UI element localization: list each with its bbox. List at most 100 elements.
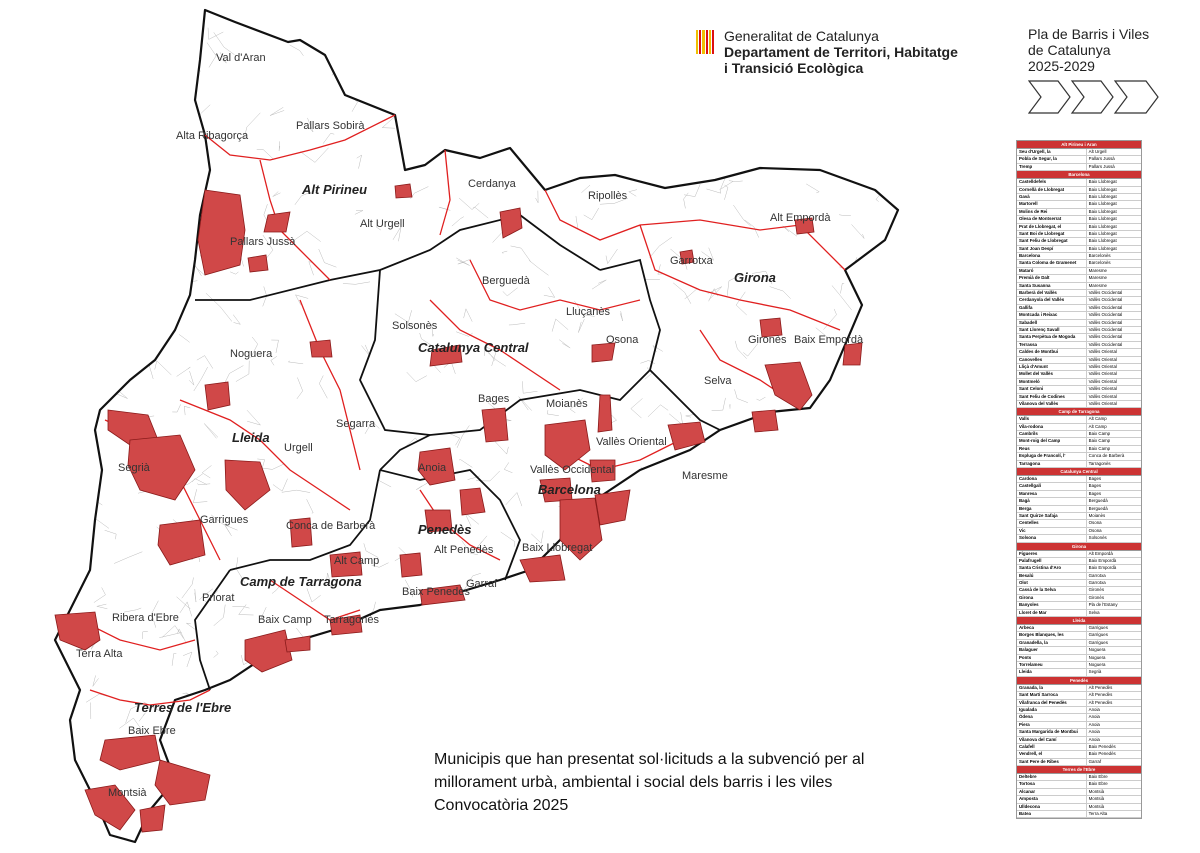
legend-comarca: Baix Empordà	[1085, 557, 1141, 565]
legend-comarca: Garrotxa	[1085, 580, 1141, 587]
legend-comarca: Vallès Occidental	[1085, 319, 1141, 326]
legend-municipality: Palafrugell	[1019, 557, 1042, 563]
legend-comarca: Vallès Oriental	[1085, 356, 1141, 363]
label-pallars-sobira: Pallars Sobirà	[296, 120, 365, 132]
legend-comarca: Solsonès	[1085, 535, 1141, 542]
legend-row: Sant Feliu de Llobregat Baix Llobregat	[1017, 238, 1141, 246]
legend-municipality: Montcada i Reixac	[1019, 312, 1058, 318]
label-baix-penedes: Baix Penedès	[402, 586, 470, 598]
legend-municipality: Sant Celoni	[1019, 386, 1044, 392]
legend-comarca: Baix Llobregat	[1085, 201, 1141, 208]
legend-municipality: Premià de Dalt	[1019, 275, 1050, 281]
vegueria-barcelona: Barcelona	[538, 482, 601, 497]
legend-row: Borges Blanques, les Garrigues	[1017, 632, 1141, 640]
legend-municipality: Calafell	[1019, 743, 1035, 749]
legend-row: Premià de Dalt Maresme	[1017, 275, 1141, 283]
legend-municipality: Sant Martí Sarroca	[1019, 692, 1058, 698]
label-alt-penedes: Alt Penedès	[434, 544, 494, 556]
legend-row: Palafrugell Baix Empordà	[1017, 557, 1141, 566]
label-maresme: Maresme	[682, 470, 728, 482]
catalonia-map	[53, 8, 900, 844]
legend-comarca: Osona	[1085, 527, 1141, 535]
legend-row: Santa Coloma de Gramenet Barcelonès	[1017, 260, 1141, 268]
label-conca-de-barbera: Conca de Barberà	[286, 520, 376, 532]
legend-municipality: Vilafranca del Penedès	[1019, 699, 1067, 705]
label-segria: Segrià	[118, 462, 150, 474]
legend-comarca: Gironès	[1085, 594, 1141, 602]
legend-row: Montmeló Vallès Oriental	[1017, 378, 1141, 387]
legend-row: Batea Terra Alta	[1017, 811, 1141, 819]
legend-row: Arbeca Garrigues	[1017, 625, 1141, 633]
legend-row: Solsona Solsonès	[1017, 535, 1141, 543]
legend-row: Seu d'Urgell, la Alt Urgell	[1017, 149, 1141, 157]
legend-row: Mont-roig del Camp Baix Camp	[1017, 438, 1141, 446]
legend-row: Cardona Bages	[1017, 476, 1141, 484]
legend-row: Besalú Garrotxa	[1017, 572, 1141, 581]
legend-municipality: Ponts	[1019, 654, 1032, 660]
legend-row: Calafell Baix Penedès	[1017, 743, 1141, 752]
legend-comarca: Pla de l'Estany	[1085, 602, 1141, 609]
legend-municipality: Lloret de Mar	[1019, 609, 1047, 615]
legend-comarca: Vallès Occidental	[1085, 326, 1141, 334]
legend-municipality: Cardona	[1019, 476, 1037, 482]
legend-row: Mollet del Vallès Vallès Oriental	[1017, 371, 1141, 379]
legend-comarca: Baix Camp	[1085, 431, 1141, 438]
legend-municipality: Berga	[1019, 505, 1032, 511]
legend-municipality: Sant Llorenç Savall	[1019, 326, 1060, 332]
legend-row: Sant Llorenç Savall Vallès Occidental	[1017, 326, 1141, 335]
legend-comarca: Baix Llobregat	[1085, 216, 1141, 223]
label-baix-llobregat: Baix Llobregat	[522, 542, 593, 554]
legend-comarca: Garrigues	[1085, 632, 1141, 639]
legend-comarca: Vallès Oriental	[1085, 349, 1141, 356]
legend-municipality: Sant Joan Despí	[1019, 245, 1054, 251]
legend-municipality: Santa Margarida de Montbui	[1019, 729, 1078, 735]
legend-row: Barcelona Barcelonès	[1017, 253, 1141, 261]
caption-line3: Convocatòria 2025	[434, 797, 569, 814]
legend-municipality: Bagà	[1019, 498, 1030, 504]
label-urgell: Urgell	[284, 442, 313, 454]
legend-municipality: Olesa de Montserrat	[1019, 216, 1062, 222]
legend-row: Manresa Bages	[1017, 490, 1141, 499]
legend-comarca: Vallès Occidental	[1085, 290, 1141, 297]
legend-comarca: Alt Camp	[1085, 416, 1141, 423]
legend-row: Sant Joan Despí Baix Llobregat	[1017, 245, 1141, 254]
label-solsones: Solsonès	[392, 320, 438, 332]
legend-comarca: Baix Penedès	[1085, 743, 1141, 751]
legend-municipality: Tarragona	[1019, 460, 1041, 466]
label-baix-camp: Baix Camp	[258, 614, 312, 626]
header-line1: Generalitat de Catalunya	[724, 28, 879, 44]
legend-comarca: Bages	[1085, 483, 1141, 490]
label-priorat: Priorat	[202, 592, 235, 604]
legend-municipality: Mont-roig del Camp	[1019, 438, 1061, 444]
legend-comarca: Baix Camp	[1085, 438, 1141, 445]
vegueria-borders	[194, 214, 721, 691]
legend-comarca: Alt Penedès	[1085, 692, 1141, 699]
legend-comarca: Baix Llobregat	[1085, 245, 1141, 253]
legend-row: Lliçà d'Amunt Vallès Oriental	[1017, 363, 1141, 372]
legend-municipality: Borges Blanques, les	[1019, 632, 1064, 638]
legend-comarca: Pallars Jussà	[1085, 156, 1141, 163]
legend-municipality: Santa Susanna	[1019, 282, 1051, 288]
legend-comarca: Vallès Oriental	[1085, 393, 1141, 400]
legend-row: Lloret de Mar Selva	[1017, 609, 1141, 618]
legend-municipality: Piera	[1019, 721, 1030, 727]
legend-municipality: Amposta	[1019, 796, 1038, 802]
label-terra-alta: Terra Alta	[76, 648, 123, 660]
legend-municipality: Santa Cristina d'Aro	[1019, 565, 1062, 571]
label-ripolles: Ripollès	[588, 190, 628, 202]
legend-municipality: Sant Pere de Ribes	[1019, 758, 1059, 764]
label-bergueda: Berguedà	[482, 275, 530, 287]
legend-row: Cornellà de Llobregat Baix Llobregat	[1017, 186, 1141, 194]
legend-municipality: Balaguer	[1019, 647, 1038, 653]
legend-row: Barberà del Vallès Vallès Occidental	[1017, 290, 1141, 298]
legend-region-header: Lleida	[1017, 617, 1141, 626]
legend-municipality: Vilanova del Camí	[1019, 736, 1057, 742]
legend-municipality: Deltebre	[1019, 774, 1037, 780]
legend-comarca: Garraf	[1085, 758, 1141, 766]
legend-row: Sant Feliu de Codines Vallès Oriental	[1017, 393, 1141, 401]
legend-region-header: Camp de Tarragona	[1017, 408, 1141, 417]
legend-comarca: Vallès Occidental	[1085, 312, 1141, 319]
legend-comarca: Vallès Oriental	[1085, 363, 1141, 371]
legend-municipality: Vilanova del Vallès	[1019, 400, 1059, 406]
legend-row: Gallifa Vallès Occidental	[1017, 304, 1141, 313]
